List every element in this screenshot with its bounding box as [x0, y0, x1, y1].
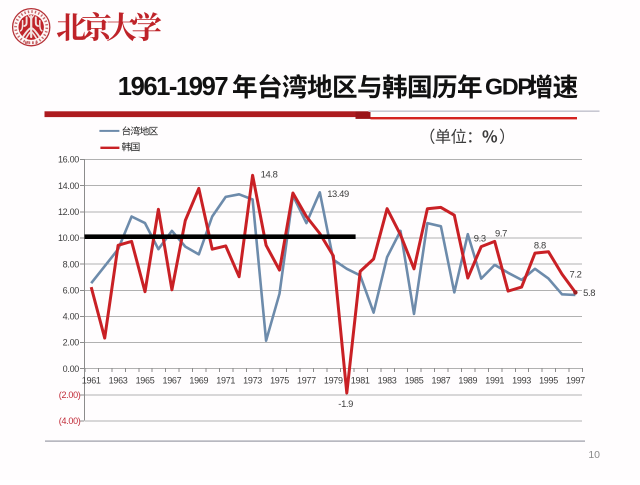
svg-text:1963: 1963 — [109, 375, 128, 385]
svg-text:4.00: 4.00 — [63, 312, 80, 322]
svg-text:1975: 1975 — [270, 375, 289, 385]
svg-text:1967: 1967 — [162, 375, 181, 385]
svg-text:1979: 1979 — [324, 375, 343, 385]
svg-text:1997: 1997 — [566, 375, 585, 385]
svg-text:1989: 1989 — [458, 375, 477, 385]
svg-text:1961-1997: 1961-1997 — [118, 73, 229, 101]
svg-text:(2.00): (2.00) — [59, 390, 81, 400]
svg-text:2.00: 2.00 — [63, 338, 80, 348]
svg-text:9.3: 9.3 — [474, 233, 486, 244]
svg-text:14.8: 14.8 — [261, 169, 278, 180]
svg-text:5.8: 5.8 — [583, 287, 595, 298]
svg-text:12.00: 12.00 — [58, 207, 79, 217]
svg-text:9.7: 9.7 — [495, 227, 507, 238]
svg-text:1977: 1977 — [297, 375, 316, 385]
svg-text:13.49: 13.49 — [327, 188, 349, 199]
svg-text:1965: 1965 — [136, 375, 155, 385]
svg-text:8.8: 8.8 — [534, 239, 546, 250]
svg-text:1983: 1983 — [378, 375, 397, 385]
svg-text:1971: 1971 — [216, 375, 235, 385]
svg-text:1969: 1969 — [189, 375, 208, 385]
svg-text:1995: 1995 — [539, 375, 558, 385]
svg-text:1991: 1991 — [485, 375, 504, 385]
svg-text:1987: 1987 — [431, 375, 450, 385]
svg-text:1985: 1985 — [405, 375, 424, 385]
svg-text:8.00: 8.00 — [63, 259, 80, 269]
svg-text:-1.9: -1.9 — [338, 398, 353, 409]
svg-text:10: 10 — [588, 449, 600, 461]
svg-text:1961: 1961 — [82, 375, 101, 385]
svg-text:1981: 1981 — [351, 375, 370, 385]
svg-text:16.00: 16.00 — [58, 155, 79, 165]
svg-text:10.00: 10.00 — [58, 233, 79, 243]
svg-text:6.00: 6.00 — [63, 285, 80, 295]
svg-text:GDP: GDP — [485, 74, 532, 100]
svg-text:(4.00): (4.00) — [59, 416, 81, 426]
svg-text:7.2: 7.2 — [570, 268, 582, 279]
svg-text:1973: 1973 — [243, 375, 262, 385]
svg-text:0.00: 0.00 — [63, 364, 80, 374]
svg-text:1993: 1993 — [512, 375, 531, 385]
svg-text:14.00: 14.00 — [58, 181, 79, 191]
